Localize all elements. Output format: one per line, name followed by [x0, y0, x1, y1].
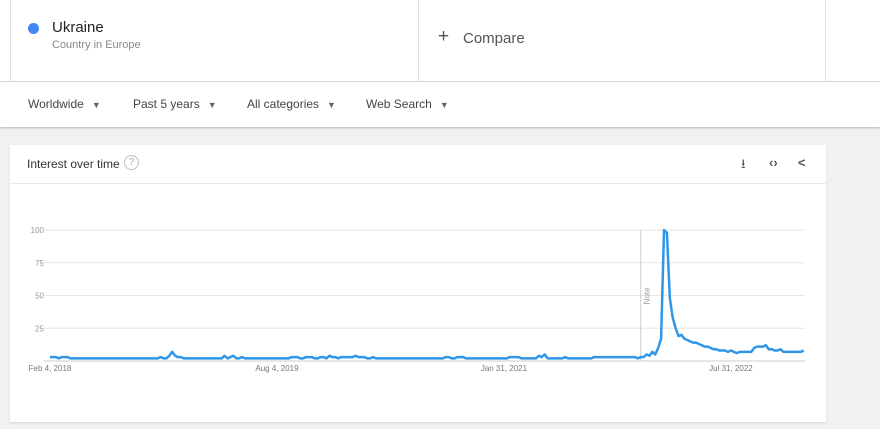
series-line-ukraine [50, 228, 805, 360]
interest-line-chart: 100 75 50 25 Feb 4, 2018 Aug 4, 2019 Jan 31, 2… [29, 226, 805, 373]
plus-icon: + [438, 26, 450, 47]
filter-search-type-dropdown[interactable]: Web Search ▼ [366, 97, 449, 111]
x-tick-label: Aug 4, 2019 [255, 364, 299, 373]
filter-label: Past 5 years [133, 97, 200, 111]
embed-code-icon[interactable]: ‹› [769, 155, 778, 170]
x-tick-label: Feb 4, 2018 [29, 364, 72, 373]
y-tick-label: 75 [35, 259, 44, 268]
filter-label: All categories [247, 97, 320, 111]
caret-down-icon: ▼ [439, 100, 449, 110]
filter-bar: Worldwide ▼ Past 5 years ▼ All categories ▼… [0, 82, 880, 127]
compare-button[interactable]: + Compare [418, 0, 826, 81]
y-tick-label: 50 [35, 292, 44, 301]
filter-time-dropdown[interactable]: Past 5 years ▼ [133, 97, 217, 111]
term-color-dot [28, 23, 39, 34]
search-term-ukraine[interactable]: Ukraine Country in Europe [10, 0, 419, 81]
card-header: Interest over time ? ⭳ ‹› < [10, 145, 826, 184]
y-tick-label: 25 [35, 324, 44, 333]
term-subtitle: Country in Europe [52, 39, 141, 51]
caret-down-icon: ▼ [91, 100, 101, 110]
caret-down-icon: ▼ [207, 100, 217, 110]
y-tick-label: 100 [31, 226, 45, 235]
filter-label: Worldwide [28, 97, 84, 111]
interest-over-time-card: Interest over time ? ⭳ ‹› < 100 75 50 25 Feb… [10, 145, 826, 422]
compare-label: Compare [463, 30, 525, 47]
card-title: Interest over time [27, 157, 120, 171]
filter-category-dropdown[interactable]: All categories ▼ [247, 97, 336, 111]
help-icon[interactable]: ? [124, 155, 139, 170]
share-icon[interactable]: < [798, 155, 806, 170]
filter-region-dropdown[interactable]: Worldwide ▼ [28, 97, 101, 111]
x-tick-label: Jul 31, 2022 [709, 364, 753, 373]
note-annotation-label: Note [643, 287, 652, 304]
term-name: Ukraine [52, 19, 104, 36]
filter-label: Web Search [366, 97, 432, 111]
search-terms-bar: Ukraine Country in Europe + Compare [0, 0, 880, 82]
caret-down-icon: ▼ [327, 100, 336, 110]
x-tick-label: Jan 31, 2021 [481, 364, 528, 373]
download-icon[interactable]: ⭳ [741, 156, 746, 171]
